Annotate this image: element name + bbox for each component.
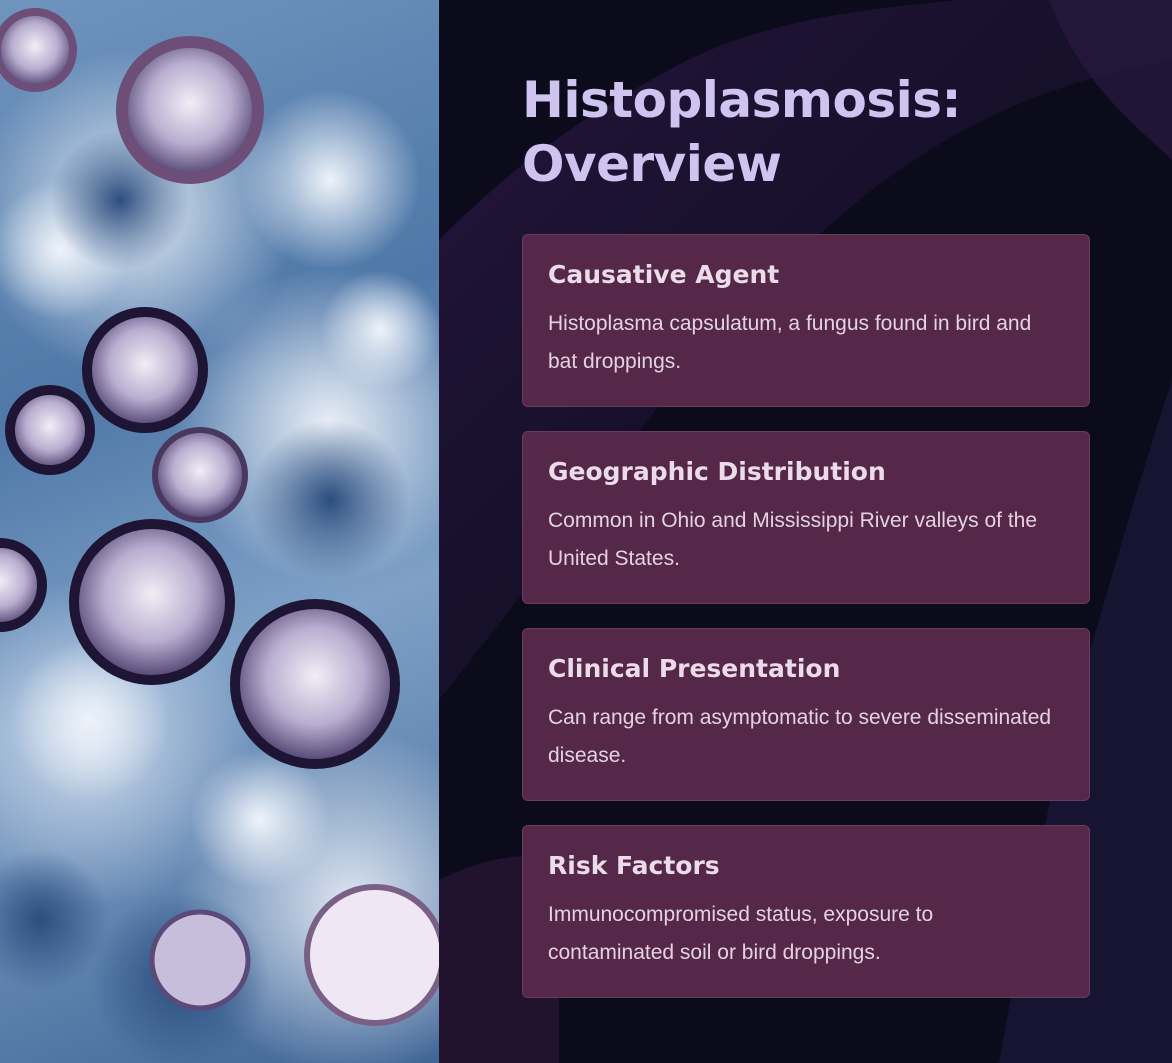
card-geographic-distribution: Geographic Distribution Common in Ohio a… <box>522 431 1090 604</box>
card-clinical-presentation: Clinical Presentation Can range from asy… <box>522 628 1090 801</box>
card-title: Risk Factors <box>548 851 720 880</box>
card-title: Geographic Distribution <box>548 457 886 486</box>
slide-content: Histoplasmosis: Overview Causative Agent… <box>522 68 1090 1022</box>
microscopy-image <box>0 0 439 1063</box>
slide-title: Histoplasmosis: Overview <box>522 71 962 193</box>
card-text: Common in Ohio and Mississippi River val… <box>548 509 1038 570</box>
card-text: Can range from asymptomatic to severe di… <box>548 706 1052 767</box>
card-text: Immunocompromised status, exposure to co… <box>548 903 934 964</box>
card-title: Causative Agent <box>548 260 780 289</box>
card-risk-factors: Risk Factors Immunocompromised status, e… <box>522 825 1090 998</box>
card-title: Clinical Presentation <box>548 654 841 683</box>
card-causative-agent: Causative Agent Histoplasma capsulatum, … <box>522 234 1090 407</box>
card-text: Histoplasma capsulatum, a fungus found i… <box>548 312 1032 373</box>
card-list: Causative Agent Histoplasma capsulatum, … <box>522 234 1090 998</box>
